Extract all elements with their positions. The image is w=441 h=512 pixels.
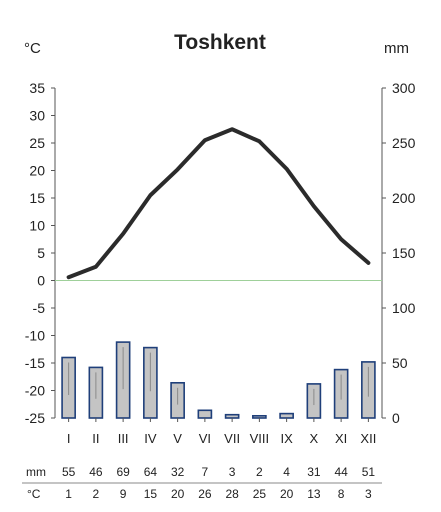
- month-label: V: [173, 431, 182, 446]
- table-c-value: 3: [365, 487, 372, 501]
- month-label: VIII: [250, 431, 270, 446]
- temperature-tick-label: 0: [37, 273, 45, 289]
- table-c-value: 1: [65, 487, 72, 501]
- month-labels: I II III IV V VI VII VIII IX X XI XII: [67, 418, 376, 446]
- table-c-value: 26: [198, 487, 212, 501]
- month-label: I: [67, 431, 71, 446]
- table-c-value: 9: [120, 487, 127, 501]
- table-mm-value: 55: [62, 465, 76, 479]
- table-mm-value: 4: [283, 465, 290, 479]
- table-mm-value: 51: [362, 465, 376, 479]
- table-mm-value: 32: [171, 465, 185, 479]
- table-mm-value: 44: [334, 465, 348, 479]
- table-c-value: 13: [307, 487, 321, 501]
- table-mm-value: 2: [256, 465, 263, 479]
- right-axis-unit: mm: [384, 40, 409, 57]
- table-c-value: 20: [171, 487, 185, 501]
- precipitation-bar: [252, 414, 267, 419]
- month-label: XII: [360, 431, 376, 446]
- table-mm-value: 3: [229, 465, 236, 479]
- temperature-tick-label: 35: [29, 80, 45, 96]
- chart-title: Toshkent: [174, 31, 266, 54]
- precipitation-tick-label: 250: [392, 135, 416, 151]
- month-label: XI: [335, 431, 347, 446]
- precipitation-tick-label: 300: [392, 80, 416, 96]
- month-label: IX: [280, 431, 293, 446]
- month-label: VII: [224, 431, 240, 446]
- month-label: VI: [199, 431, 211, 446]
- left-axis-unit: °C: [24, 40, 41, 57]
- temperature-tick-label: 25: [29, 135, 45, 151]
- precipitation-tick-label: 0: [392, 410, 400, 426]
- temperature-tick-label: 15: [29, 190, 45, 206]
- table-c-value: 8: [338, 487, 345, 501]
- table-mm-value: 31: [307, 465, 321, 479]
- precipitation-bar: [224, 413, 240, 419]
- temperature-line: [66, 127, 371, 280]
- temperature-tick-label: -20: [25, 383, 45, 399]
- table-c-label: °C: [27, 487, 41, 501]
- temperature-tick-label: 30: [29, 108, 45, 124]
- precipitation-axis: 300 250 200 150 100 50 0: [381, 80, 416, 426]
- precipitation-tick-label: 150: [392, 245, 416, 261]
- temperature-tick-label: 10: [29, 218, 45, 234]
- month-label: IV: [144, 431, 157, 446]
- climate-table: mm °C 55 46 69 64 32 7 3 2 4 31 44 511 2 9 15 20 26 28 25 2…: [22, 465, 382, 501]
- temperature-tick-label: -5: [33, 300, 46, 316]
- temperature-tick-label: 5: [37, 245, 45, 261]
- precipitation-bar: [197, 409, 213, 419]
- month-label: III: [118, 431, 129, 446]
- temperature-tick-label: -10: [25, 328, 45, 344]
- table-c-value: 20: [280, 487, 294, 501]
- precipitation-bar: [279, 412, 294, 419]
- precipitation-bars: [61, 341, 376, 419]
- temperature-tick-label: -15: [25, 355, 45, 371]
- table-c-value: 15: [144, 487, 158, 501]
- temperature-line-group: [66, 127, 371, 280]
- table-c-value: 25: [253, 487, 267, 501]
- table-c-value: 28: [225, 487, 239, 501]
- temperature-axis: 35 30 25 20 15 10 5 0 -5 -10 -15 -20 -25: [25, 80, 56, 426]
- table-mm-value: 46: [89, 465, 103, 479]
- month-label: X: [310, 431, 319, 446]
- temperature-tick-label: 20: [29, 163, 45, 179]
- table-mm-value: 69: [116, 465, 130, 479]
- precipitation-tick-label: 50: [392, 355, 408, 371]
- table-mm-value: 7: [202, 465, 209, 479]
- precipitation-tick-label: 200: [392, 190, 416, 206]
- temperature-tick-label: -25: [25, 410, 45, 426]
- table-mm-value: 64: [144, 465, 158, 479]
- month-label: II: [92, 431, 99, 446]
- precipitation-tick-label: 100: [392, 300, 416, 316]
- table-mm-label: mm: [26, 465, 46, 479]
- table-c-value: 2: [93, 487, 100, 501]
